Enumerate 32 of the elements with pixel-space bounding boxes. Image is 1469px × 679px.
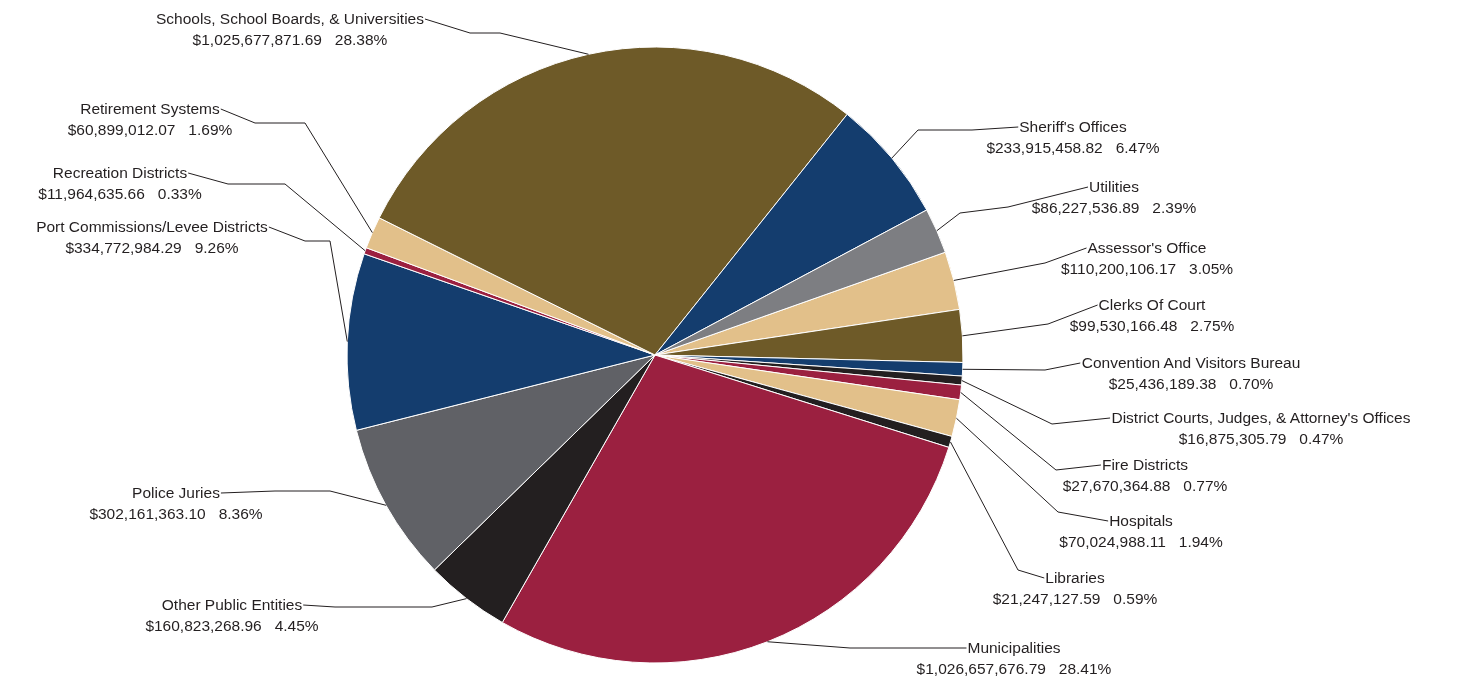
data-label: $21,247,127.59 0.59% (992, 590, 1158, 607)
data-label: $1,026,657,676.79 28.41% (916, 660, 1112, 677)
slice-label: Libraries (1045, 569, 1105, 586)
data-label: $16,875,305.79 0.47% (1178, 430, 1344, 447)
data-label: $1,025,677,871.69 28.38% (192, 31, 388, 48)
data-label: $86,227,536.89 2.39% (1031, 199, 1197, 216)
data-label: $11,964,635.66 0.33% (38, 185, 202, 202)
slice-label: Port Commissions/Levee Districts (36, 218, 269, 235)
data-label: $334,772,984.29 9.26% (65, 239, 239, 256)
slice-label: Convention And Visitors Bureau (1081, 354, 1301, 371)
data-label: $160,823,268.96 4.45% (145, 617, 319, 634)
data-label: $60,899,012.07 1.69% (67, 121, 233, 138)
data-label: $27,670,364.88 0.77% (1062, 477, 1228, 494)
data-label: $25,436,189.38 0.70% (1108, 375, 1274, 392)
slice-label: District Courts, Judges, & Attorney's Offices (1111, 409, 1411, 426)
slice-label: Clerks Of Court (1098, 296, 1207, 313)
slice-label: Hospitals (1109, 512, 1174, 529)
slice-label: Municipalities (967, 639, 1061, 656)
data-label: $70,024,988.11 1.94% (1059, 533, 1223, 550)
slice-label: Sheriff's Offices (1019, 118, 1127, 135)
slice-label: Recreation Districts (52, 164, 188, 181)
data-label: $110,200,106.17 3.05% (1060, 260, 1234, 277)
data-label: $233,915,458.82 6.47% (986, 139, 1160, 156)
slice-label: Schools, School Boards, & Universities (156, 10, 425, 27)
slice-label: Retirement Systems (80, 100, 221, 117)
data-label: $302,161,363.10 8.36% (89, 505, 263, 522)
slice-label: Other Public Entities (161, 596, 303, 613)
slice-label: Fire Districts (1101, 456, 1189, 473)
slice-label: Utilities (1089, 178, 1140, 195)
slice-label: Assessor's Office (1087, 239, 1207, 256)
data-label: $99,530,166.48 2.75% (1069, 317, 1235, 334)
slice-label: Police Juries (132, 484, 221, 501)
